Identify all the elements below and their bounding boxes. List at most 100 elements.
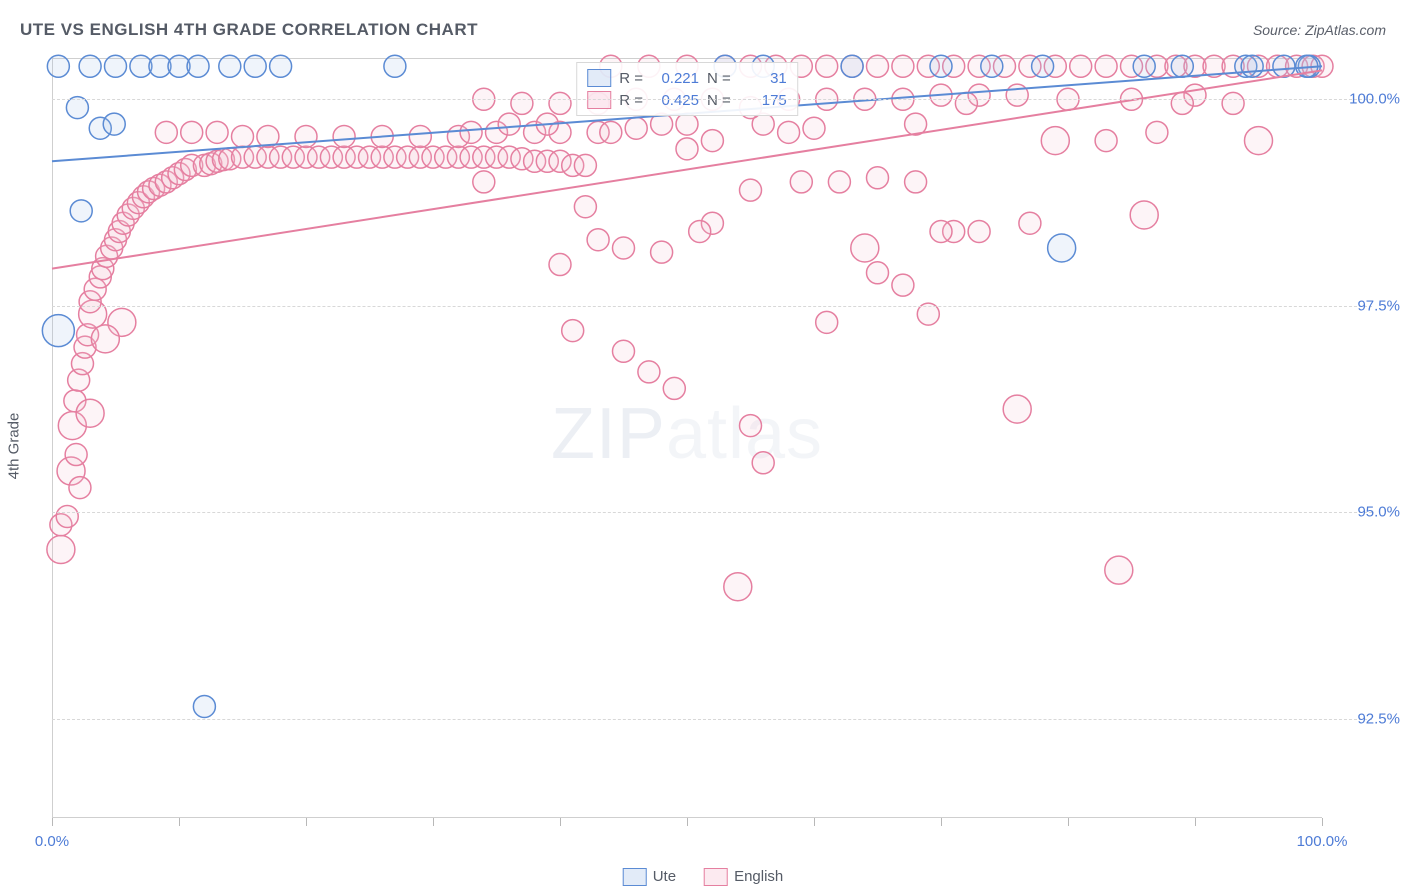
legend-n-label: N =: [707, 70, 731, 87]
x-tick: [1068, 818, 1069, 826]
y-tick-label: 95.0%: [1340, 504, 1400, 521]
data-point: [867, 262, 889, 284]
data-point: [867, 55, 889, 77]
data-point: [562, 320, 584, 342]
data-point: [600, 121, 622, 143]
data-point: [206, 121, 228, 143]
data-point: [1032, 55, 1054, 77]
data-point: [676, 138, 698, 160]
legend-item: English: [704, 868, 783, 886]
chart-header: UTE VS ENGLISH 4TH GRADE CORRELATION CHA…: [20, 20, 1386, 50]
data-point: [155, 121, 177, 143]
legend-swatch: [704, 868, 728, 886]
x-tick: [52, 818, 53, 826]
data-point: [701, 130, 723, 152]
data-point: [244, 55, 266, 77]
chart-title: UTE VS ENGLISH 4TH GRADE CORRELATION CHA…: [20, 20, 478, 39]
data-point: [905, 171, 927, 193]
scatter-svg: [52, 58, 1322, 818]
data-point: [724, 573, 752, 601]
data-point: [1095, 130, 1117, 152]
data-point: [181, 121, 203, 143]
y-tick-label: 92.5%: [1340, 710, 1400, 727]
data-point: [47, 55, 69, 77]
data-point: [638, 361, 660, 383]
data-point: [295, 125, 317, 147]
gridline: [52, 512, 1372, 513]
legend-swatch: [587, 69, 611, 87]
data-point: [816, 55, 838, 77]
data-point: [1006, 84, 1028, 106]
data-point: [549, 92, 571, 114]
data-point: [1171, 92, 1193, 114]
data-point: [955, 92, 977, 114]
x-tick: [687, 818, 688, 826]
data-point: [1095, 55, 1117, 77]
data-point: [232, 125, 254, 147]
data-point: [867, 167, 889, 189]
data-point: [270, 55, 292, 77]
data-point: [651, 241, 673, 263]
legend-stats-row: R =0.221N =31: [587, 67, 787, 89]
data-point: [790, 171, 812, 193]
data-point: [740, 415, 762, 437]
data-point: [219, 55, 241, 77]
data-point: [613, 340, 635, 362]
legend-stats: R =0.221N =31R =0.425N =175: [576, 62, 798, 116]
data-point: [193, 695, 215, 717]
data-point: [333, 125, 355, 147]
legend-item: Ute: [623, 868, 676, 886]
data-point: [511, 92, 533, 114]
data-point: [105, 55, 127, 77]
x-tick-label: 0.0%: [35, 833, 69, 850]
gridline: [52, 306, 1372, 307]
data-point: [1019, 212, 1041, 234]
data-point: [549, 254, 571, 276]
data-point: [574, 196, 596, 218]
gridline: [52, 719, 1372, 720]
data-point: [76, 399, 104, 427]
data-point: [740, 179, 762, 201]
data-point: [1130, 201, 1158, 229]
data-point: [892, 55, 914, 77]
data-point: [663, 377, 685, 399]
legend-label: English: [734, 868, 783, 885]
x-tick-label: 100.0%: [1297, 833, 1348, 850]
data-point: [816, 311, 838, 333]
data-point: [930, 55, 952, 77]
data-point: [42, 315, 74, 347]
x-tick: [1195, 818, 1196, 826]
legend-swatch: [623, 868, 647, 886]
data-point: [828, 171, 850, 193]
data-point: [981, 55, 1003, 77]
y-axis-label: 4th Grade: [6, 413, 23, 480]
legend-n-value: 31: [739, 70, 787, 87]
gridline: [52, 99, 1372, 100]
data-point: [968, 220, 990, 242]
data-point: [1070, 55, 1092, 77]
y-tick-label: 97.5%: [1340, 297, 1400, 314]
data-point: [803, 117, 825, 139]
data-point: [70, 200, 92, 222]
data-point: [1146, 121, 1168, 143]
legend-series: Ute English: [623, 868, 784, 886]
data-point: [574, 154, 596, 176]
x-tick: [1322, 818, 1323, 826]
data-point: [778, 121, 800, 143]
data-point: [384, 55, 406, 77]
data-point: [1003, 395, 1031, 423]
data-point: [1245, 127, 1273, 155]
data-point: [91, 325, 119, 353]
x-tick: [179, 818, 180, 826]
data-point: [752, 452, 774, 474]
data-point: [1041, 127, 1069, 155]
data-point: [930, 220, 952, 242]
x-tick: [941, 818, 942, 826]
data-point: [851, 234, 879, 262]
data-point: [187, 55, 209, 77]
data-point: [79, 55, 101, 77]
source-label: Source: ZipAtlas.com: [1253, 22, 1386, 38]
x-tick: [306, 818, 307, 826]
data-point: [625, 117, 647, 139]
data-point: [56, 505, 78, 527]
